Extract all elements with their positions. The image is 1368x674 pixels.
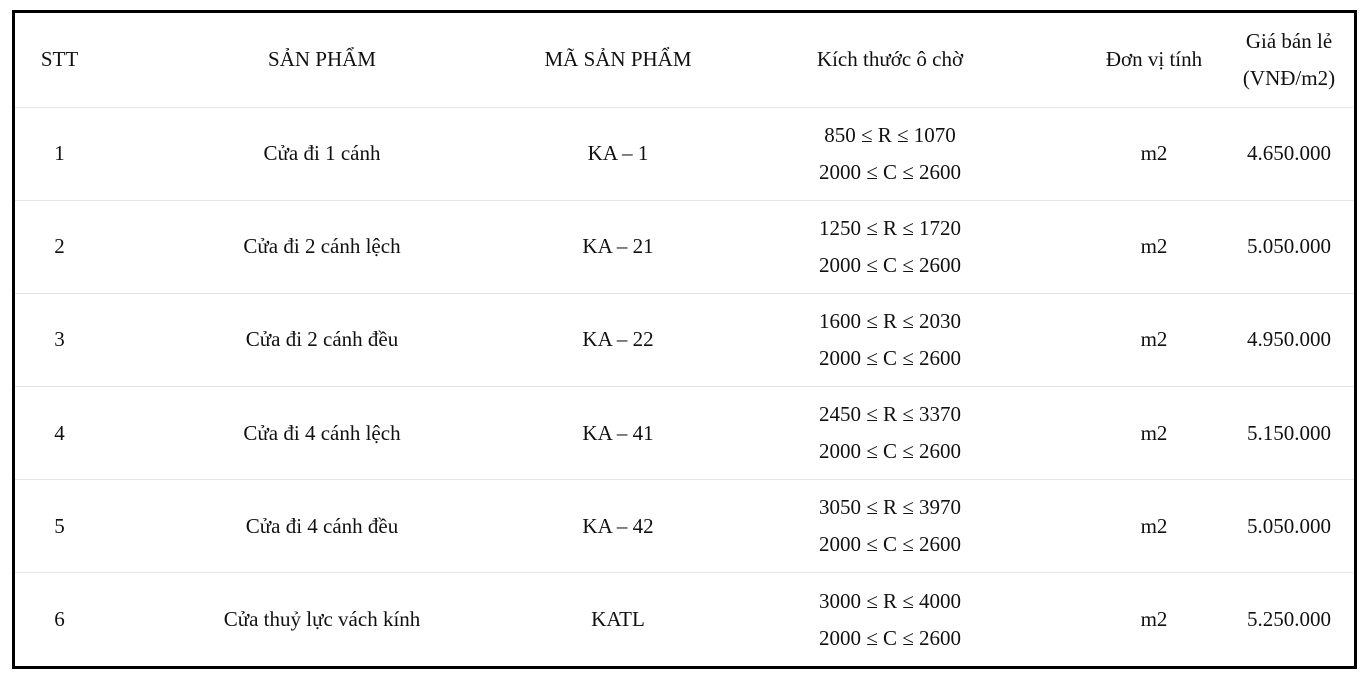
cell-size: 1600 ≤ R ≤ 2030 2000 ≤ C ≤ 2600: [696, 292, 1084, 387]
cell-size-c: 2000 ≤ C ≤ 2600: [818, 625, 962, 650]
cell-price: 5.050.000: [1224, 199, 1354, 294]
cell-product: Cửa đi 2 cánh lệch: [104, 199, 540, 294]
header-product: SẢN PHẨM: [268, 47, 376, 72]
header-size: Kích thước ô chờ: [816, 47, 964, 72]
cell-code: KATL: [540, 572, 696, 666]
cell-stt: 5: [15, 479, 104, 573]
cell-unit: m2: [1084, 385, 1224, 480]
cell-stt: 6: [15, 572, 104, 666]
header-price-line1: Giá bán lẻ: [1245, 28, 1333, 53]
cell-size: 1250 ≤ R ≤ 1720 2000 ≤ C ≤ 2600: [696, 199, 1084, 294]
table-row: 6 Cửa thuỷ lực vách kính KATL 3000 ≤ R ≤…: [15, 572, 1354, 666]
table-body: 1 Cửa đi 1 cánh KA – 1 850 ≤ R ≤ 1070 20…: [15, 106, 1354, 666]
price-table: STT SẢN PHẨM MÃ SẢN PHẨM Kích thước ô ch…: [15, 13, 1354, 666]
header-row: STT SẢN PHẨM MÃ SẢN PHẨM Kích thước ô ch…: [15, 13, 1354, 107]
table-row: 1 Cửa đi 1 cánh KA – 1 850 ≤ R ≤ 1070 20…: [15, 106, 1354, 201]
cell-size-c: 2000 ≤ C ≤ 2600: [818, 439, 962, 464]
table-row: 4 Cửa đi 4 cánh lệch KA – 41 2450 ≤ R ≤ …: [15, 385, 1354, 480]
header-unit: Đơn vị tính: [1105, 47, 1203, 72]
cell-unit: m2: [1084, 199, 1224, 294]
cell-stt: 3: [15, 292, 104, 387]
cell-product: Cửa đi 2 cánh đều: [104, 292, 540, 387]
cell-code: KA – 41: [540, 385, 696, 480]
cell-size-r: 850 ≤ R ≤ 1070: [824, 122, 956, 147]
cell-price: 5.150.000: [1224, 385, 1354, 480]
header-stt: STT: [40, 47, 79, 72]
cell-size-c: 2000 ≤ C ≤ 2600: [818, 345, 962, 370]
cell-unit: m2: [1084, 479, 1224, 573]
cell-code: KA – 21: [540, 199, 696, 294]
header-price-line2: (VNĐ/m2): [1242, 65, 1336, 90]
cell-code: KA – 1: [540, 106, 696, 201]
cell-price: 4.950.000: [1224, 292, 1354, 387]
cell-size-c: 2000 ≤ C ≤ 2600: [818, 532, 962, 557]
cell-price: 4.650.000: [1224, 106, 1354, 201]
cell-size-r: 2450 ≤ R ≤ 3370: [818, 402, 962, 427]
cell-product: Cửa đi 4 cánh đều: [104, 479, 540, 573]
cell-size-r: 3050 ≤ R ≤ 3970: [818, 495, 962, 520]
cell-unit: m2: [1084, 106, 1224, 201]
table-row: 5 Cửa đi 4 cánh đều KA – 42 3050 ≤ R ≤ 3…: [15, 479, 1354, 573]
cell-product: Cửa đi 4 cánh lệch: [104, 385, 540, 480]
cell-product: Cửa thuỷ lực vách kính: [104, 572, 540, 666]
cell-size-r: 3000 ≤ R ≤ 4000: [818, 588, 962, 613]
table-row: 3 Cửa đi 2 cánh đều KA – 22 1600 ≤ R ≤ 2…: [15, 292, 1354, 387]
cell-size-c: 2000 ≤ C ≤ 2600: [818, 252, 962, 277]
table-header: STT SẢN PHẨM MÃ SẢN PHẨM Kích thước ô ch…: [15, 13, 1354, 107]
header-price: Giá bán lẻ (VNĐ/m2): [1224, 13, 1354, 107]
cell-size: 3050 ≤ R ≤ 3970 2000 ≤ C ≤ 2600: [696, 479, 1084, 573]
cell-size-r: 1250 ≤ R ≤ 1720: [818, 215, 962, 240]
cell-size-r: 1600 ≤ R ≤ 2030: [818, 308, 962, 333]
cell-size: 2450 ≤ R ≤ 3370 2000 ≤ C ≤ 2600: [696, 385, 1084, 480]
cell-size: 850 ≤ R ≤ 1070 2000 ≤ C ≤ 2600: [696, 106, 1084, 201]
table-row: 2 Cửa đi 2 cánh lệch KA – 21 1250 ≤ R ≤ …: [15, 199, 1354, 294]
cell-code: KA – 42: [540, 479, 696, 573]
cell-size-c: 2000 ≤ C ≤ 2600: [818, 159, 962, 184]
cell-unit: m2: [1084, 292, 1224, 387]
cell-stt: 2: [15, 199, 104, 294]
cell-code: KA – 22: [540, 292, 696, 387]
header-code: MÃ SẢN PHẨM: [544, 47, 692, 72]
cell-product: Cửa đi 1 cánh: [104, 106, 540, 201]
cell-unit: m2: [1084, 572, 1224, 666]
cell-price: 5.250.000: [1224, 572, 1354, 666]
cell-price: 5.050.000: [1224, 479, 1354, 573]
price-table-frame: STT SẢN PHẨM MÃ SẢN PHẨM Kích thước ô ch…: [12, 10, 1357, 669]
cell-size: 3000 ≤ R ≤ 4000 2000 ≤ C ≤ 2600: [696, 572, 1084, 666]
cell-stt: 1: [15, 106, 104, 201]
cell-stt: 4: [15, 385, 104, 480]
